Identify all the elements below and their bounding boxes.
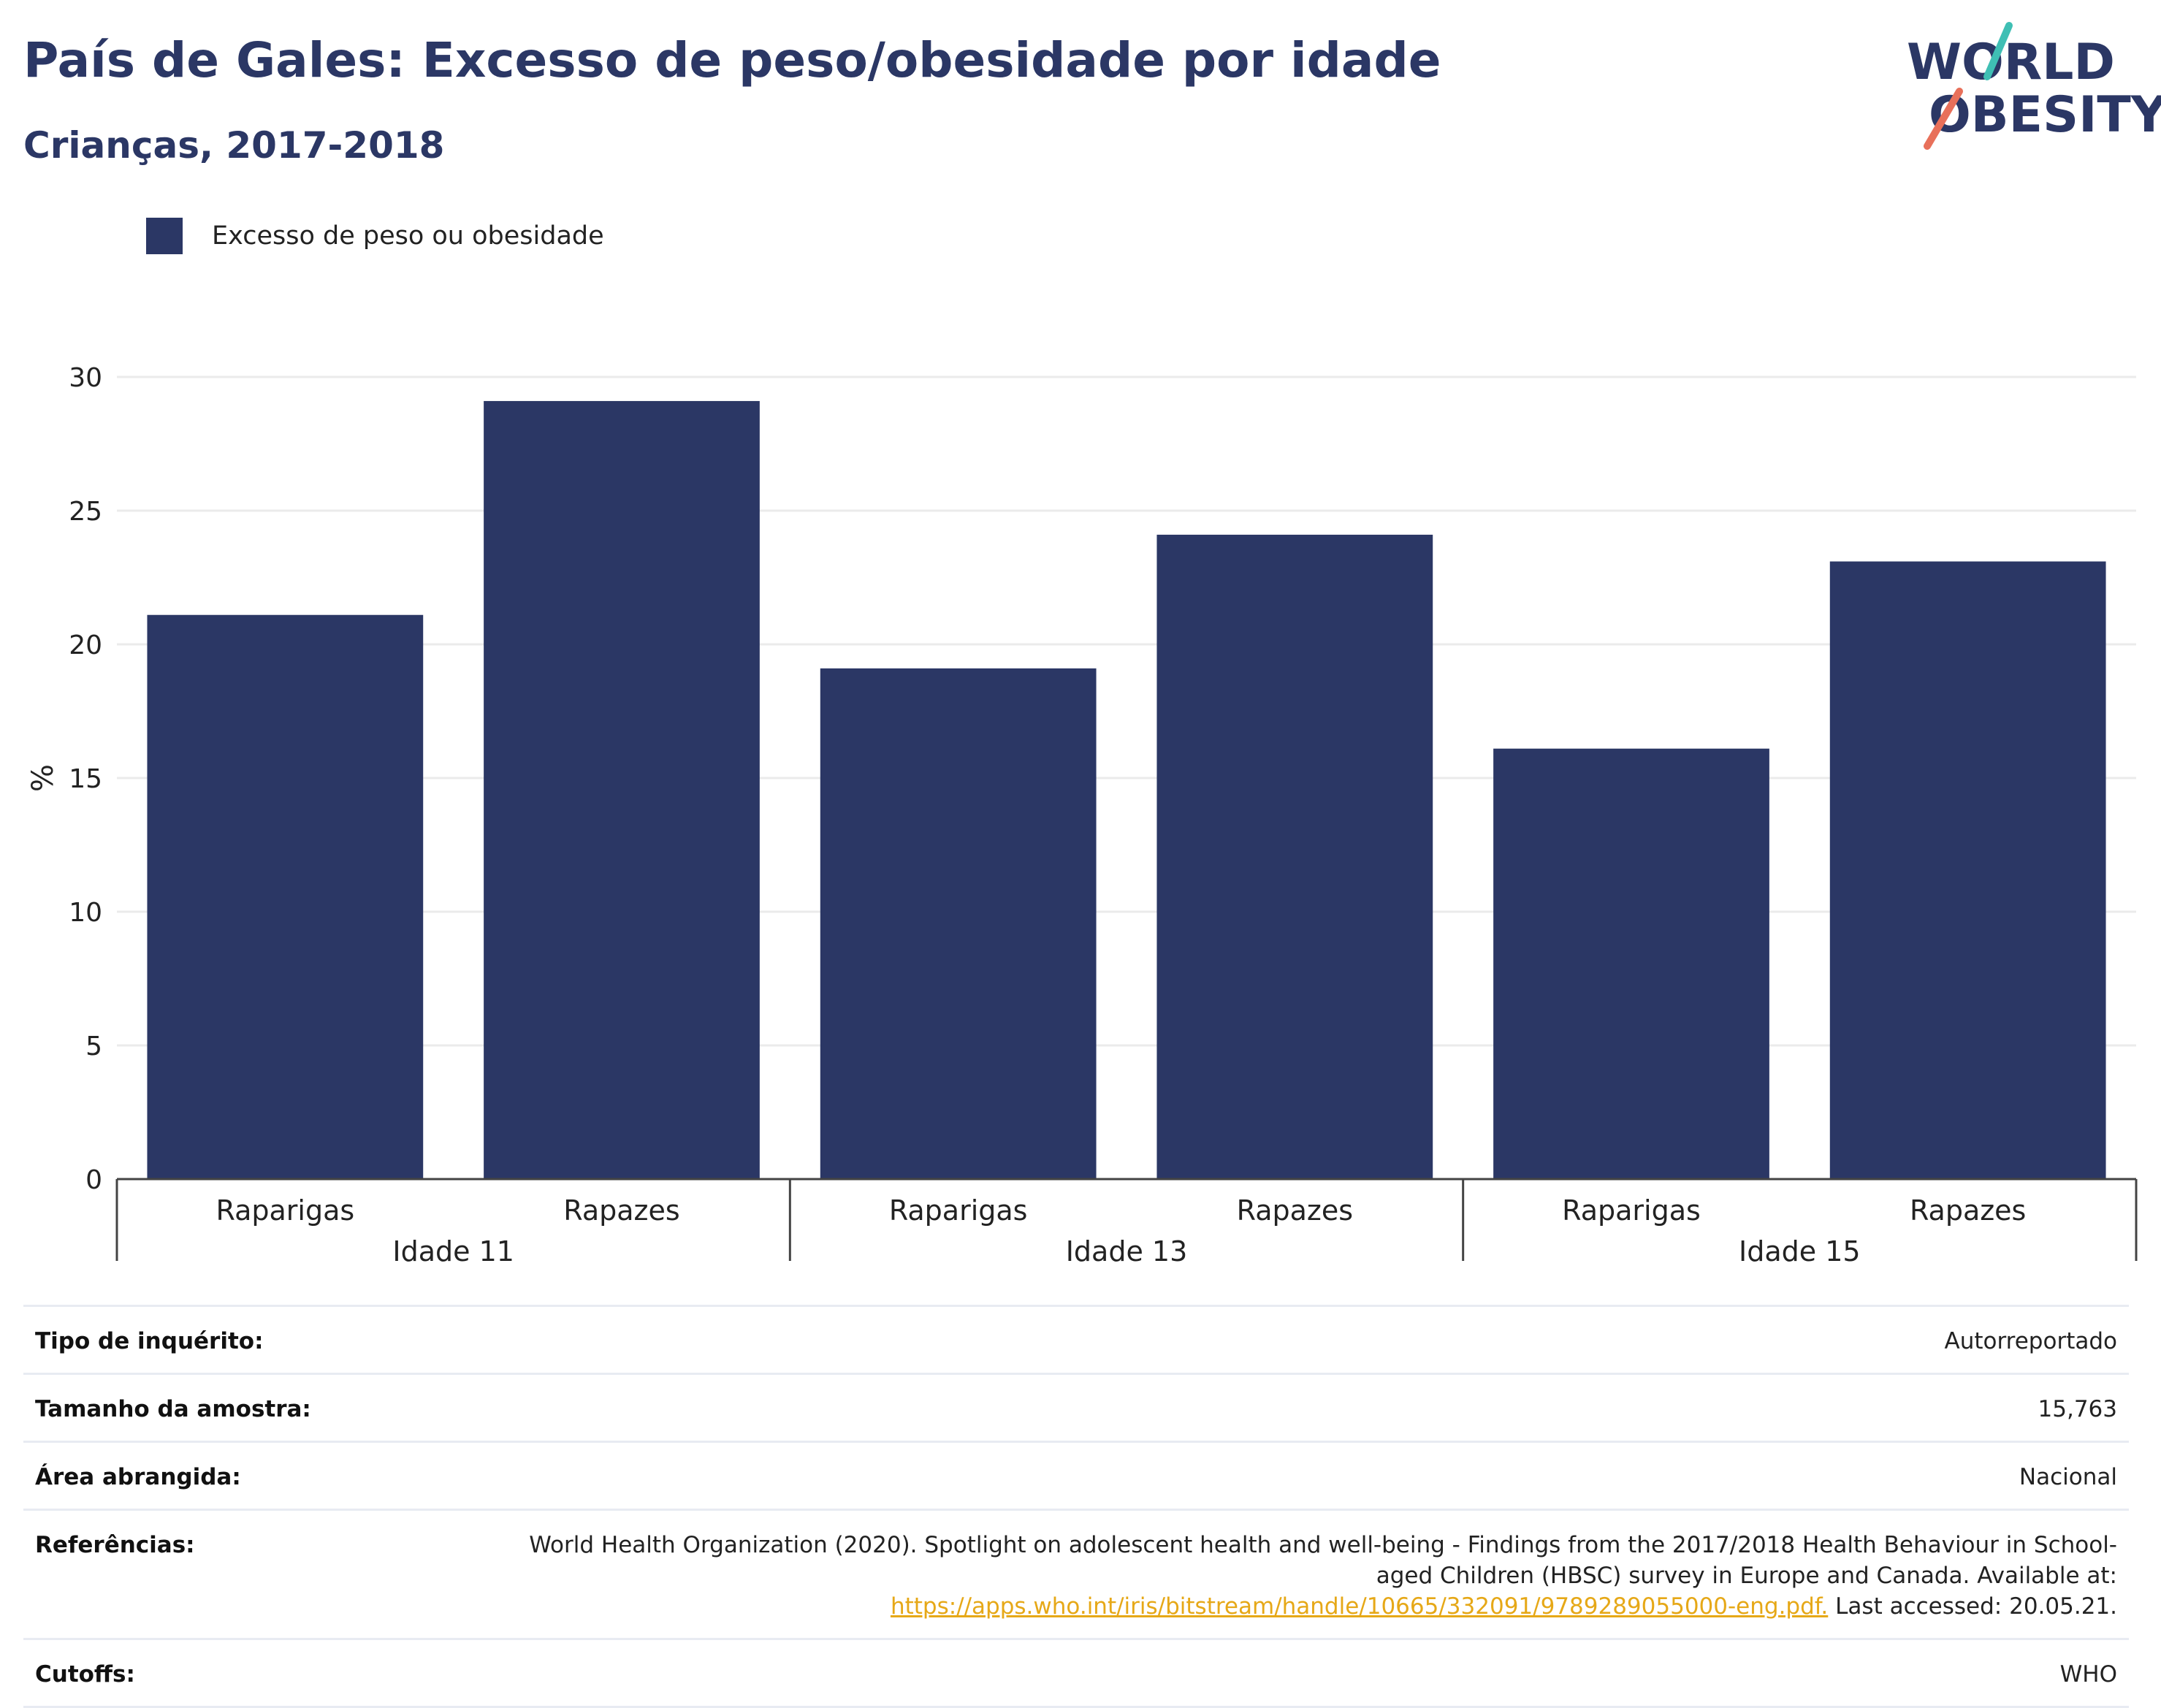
info-row-references: Referências: World Health Organization (… (23, 1511, 2129, 1640)
info-value: Nacional (2019, 1464, 2117, 1490)
x-group-label: Idade 13 (1066, 1235, 1188, 1267)
y-tick-label: 5 (85, 1032, 102, 1061)
info-value: WHO (2059, 1661, 2117, 1688)
info-value: Autorreportado (1944, 1328, 2118, 1354)
bar (820, 668, 1097, 1179)
world-obesity-logo: WORLD OBESITY (1907, 22, 2161, 153)
reference-link[interactable]: https://apps.who.int/iris/bitstream/hand… (890, 1593, 1829, 1620)
bar (1156, 534, 1433, 1179)
x-group-label: Idade 15 (1739, 1235, 1861, 1267)
y-tick-label: 15 (69, 764, 102, 794)
bar (147, 614, 424, 1179)
x-category-label: Raparigas (1562, 1194, 1701, 1227)
reference-text-block: World Health Organization (2020). Spotli… (525, 1530, 2117, 1622)
info-row-cutoffs: Cutoffs: WHO (23, 1640, 2129, 1708)
chart-subtitle: Crianças, 2017-2018 (23, 124, 445, 167)
x-category-label: Raparigas (216, 1194, 355, 1227)
y-axis-title: % (26, 764, 60, 792)
logo-line1: WORLD (1907, 34, 2115, 91)
chart-title: País de Gales: Excesso de peso/obesidade… (23, 32, 1441, 88)
reference-suffix: Last accessed: 20.05.21. (1835, 1593, 2117, 1620)
x-category-label: Rapazes (1910, 1194, 2026, 1227)
logo-line2: OBESITY (1929, 86, 2161, 144)
bar (484, 400, 760, 1180)
logo-graphic: WORLD OBESITY (1907, 22, 2161, 150)
y-tick-label: 25 (69, 497, 102, 527)
x-category-label: Raparigas (889, 1194, 1028, 1227)
legend-swatch (146, 218, 183, 254)
y-tick-label: 0 (85, 1165, 102, 1195)
legend-label: Excesso de peso ou obesidade (212, 221, 604, 251)
info-row-survey-type: Tipo de inquérito: Autorreportado (23, 1307, 2129, 1375)
legend: Excesso de peso ou obesidade (146, 216, 604, 256)
x-group-label: Idade 11 (392, 1235, 514, 1267)
logo-slash-teal (1983, 22, 2013, 80)
y-tick-label: 30 (69, 363, 102, 393)
logo-slash-coral (1924, 88, 1963, 150)
y-tick-label: 20 (69, 630, 102, 660)
bar (1829, 561, 2106, 1179)
bar-chart: 0 5 10 15 20 25 30% Raparigas Rapazes Idade 11 Rap… (26, 363, 2138, 1267)
info-row-area: Área abrangida: Nacional (23, 1443, 2129, 1511)
info-table: Tipo de inquérito: Autorreportado Tamanh… (23, 1305, 2129, 1708)
x-category-label: Rapazes (1237, 1194, 1353, 1227)
info-label: Área abrangida: (35, 1464, 241, 1490)
reference-text: World Health Organization (2020). Spotli… (529, 1532, 2117, 1589)
info-label: Cutoffs: (35, 1661, 135, 1688)
info-label: Referências: (35, 1532, 195, 1558)
info-value: 15,763 (2038, 1396, 2117, 1422)
y-tick-label: 10 (69, 898, 102, 928)
info-label: Tamanho da amostra: (35, 1396, 311, 1422)
x-category-label: Rapazes (563, 1194, 679, 1227)
bar (1493, 748, 1769, 1179)
info-label: Tipo de inquérito: (35, 1328, 264, 1354)
info-row-sample-size: Tamanho da amostra: 15,763 (23, 1375, 2129, 1443)
